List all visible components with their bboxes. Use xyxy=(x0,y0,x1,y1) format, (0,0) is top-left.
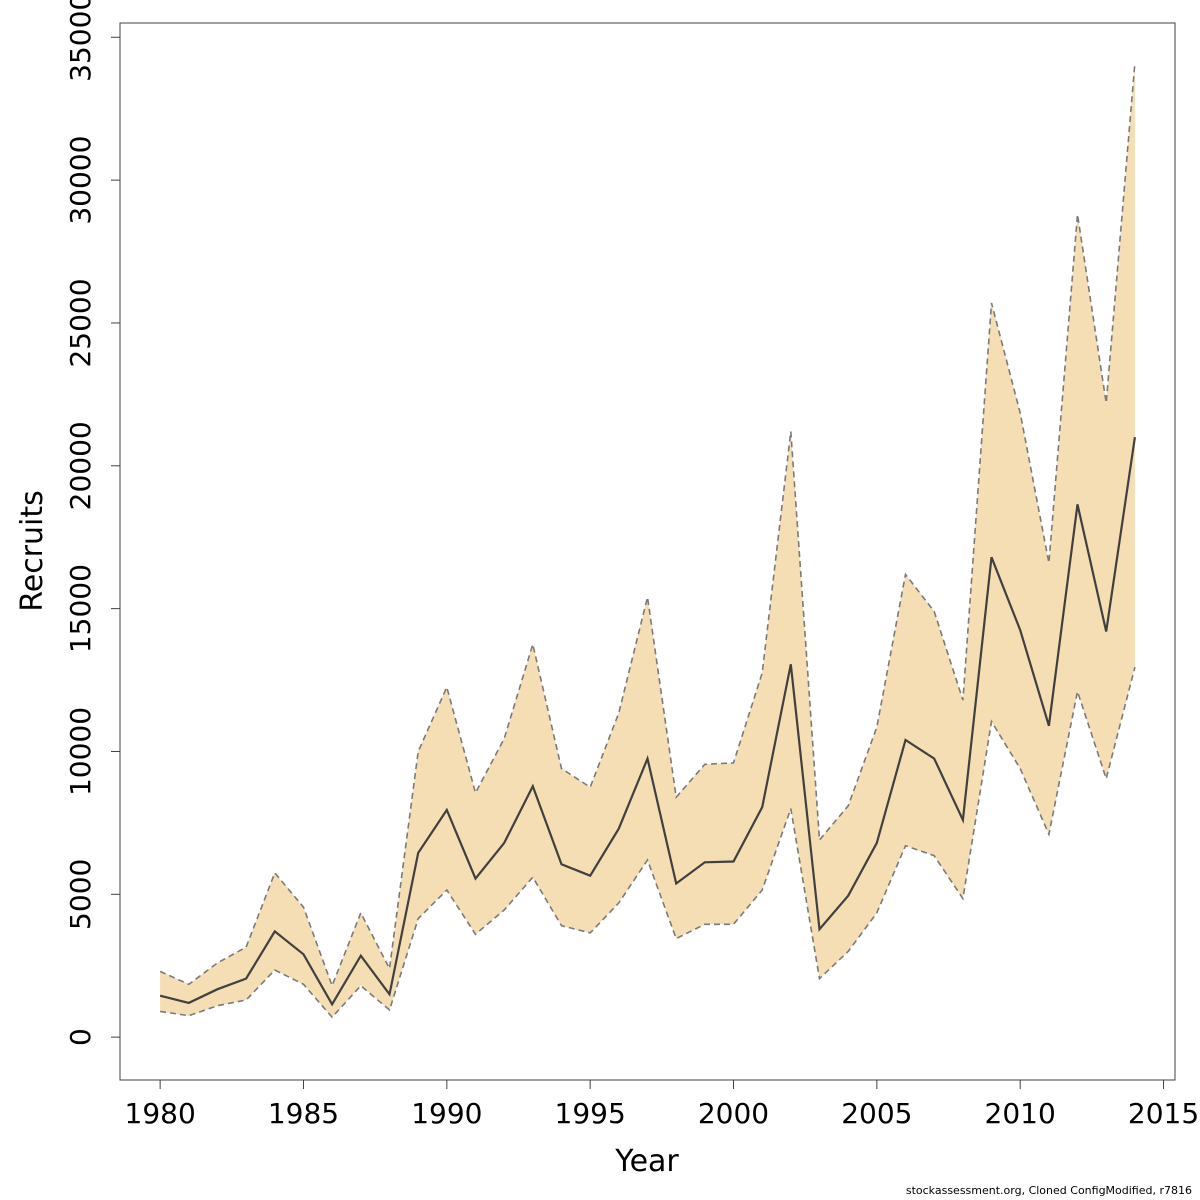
x-tick-label: 2000 xyxy=(698,1097,769,1130)
recruits-estimate-line xyxy=(159,437,1136,1007)
y-tick-label: 25000 xyxy=(64,278,97,367)
x-tick-label: 1990 xyxy=(411,1097,482,1130)
x-tick-label: 2010 xyxy=(985,1097,1056,1130)
x-tick-label: 1980 xyxy=(125,1097,196,1130)
y-tick-label: 30000 xyxy=(64,136,97,225)
lower-bound-line xyxy=(159,667,1136,1019)
y-tick-label: 35000 xyxy=(64,0,97,82)
x-axis-title: Year xyxy=(614,1144,679,1179)
x-tick-label: 2005 xyxy=(841,1097,912,1130)
x-tick-label: 1995 xyxy=(555,1097,626,1130)
y-axis-title: Recruits xyxy=(15,490,50,612)
y-tick-label: 5000 xyxy=(64,859,97,930)
x-tick-label: 1985 xyxy=(268,1097,339,1130)
y-tick-label: 20000 xyxy=(64,421,97,510)
confidence-band xyxy=(160,63,1135,1018)
y-tick-label: 15000 xyxy=(64,564,97,653)
y-tick-label: 10000 xyxy=(64,707,97,796)
footer-note: stockassessment.org, Cloned ConfigModifi… xyxy=(905,1184,1192,1197)
x-tick-label: 2015 xyxy=(1128,1097,1199,1130)
y-tick-label: 0 xyxy=(64,1028,97,1046)
